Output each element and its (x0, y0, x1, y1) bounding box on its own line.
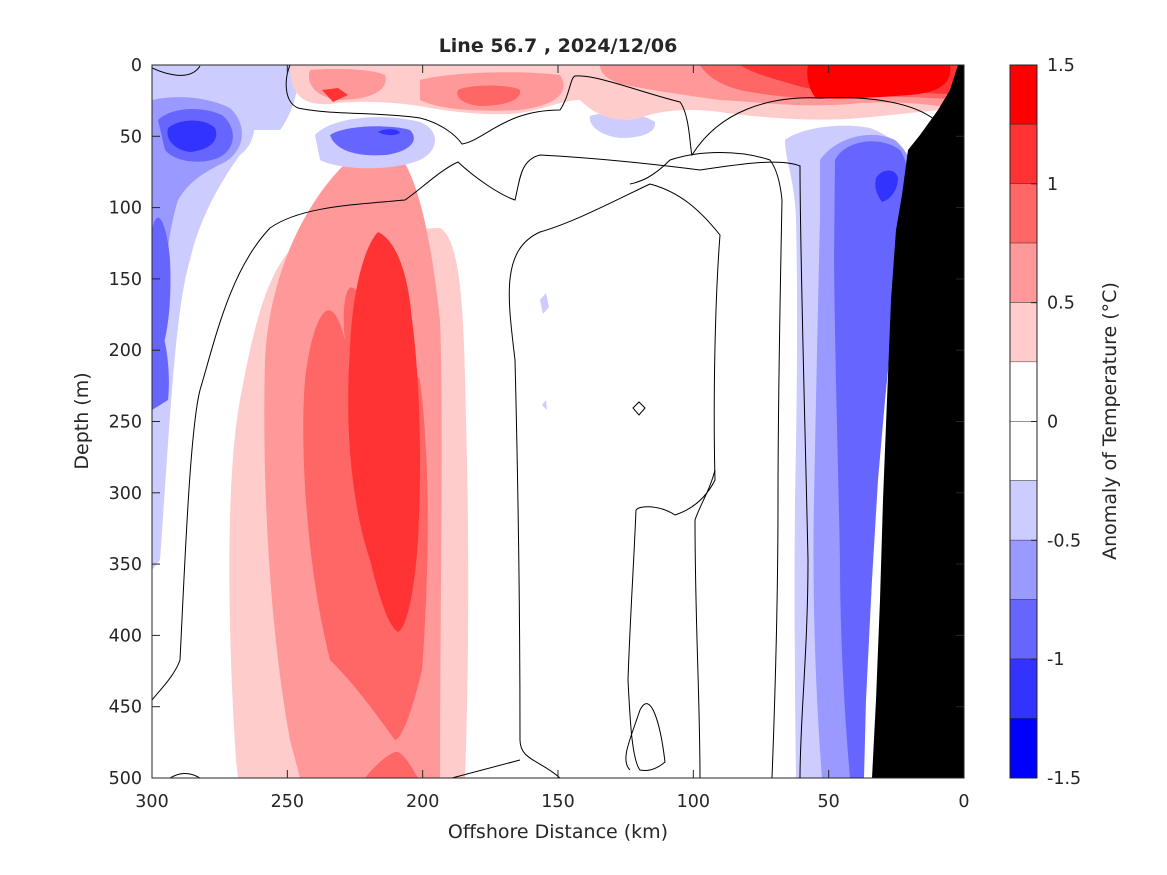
offshore-cold-level-1 (167, 120, 217, 152)
colorbar-tick-label: 1 (1047, 175, 1058, 195)
y-tick-label: 100 (109, 199, 142, 219)
colorbar-swatch (1010, 718, 1037, 778)
offshore-cold-level-05 (152, 97, 242, 400)
colorbar-swatch (1010, 65, 1037, 125)
colorbar-label: Anomaly of Temperature (°C) (1099, 282, 1121, 560)
colorbar-tick-label: 1.5 (1047, 56, 1075, 76)
surface-warm-level-1 (322, 65, 964, 102)
x-tick-label: 0 (958, 792, 969, 812)
x-tick-label: 100 (677, 792, 710, 812)
x-tick-label: 250 (271, 792, 304, 812)
mid-surface-cold-level-1 (378, 129, 400, 136)
x-tick-label: 50 (818, 792, 840, 812)
colorbar-tick-label: -0.5 (1047, 531, 1081, 551)
center-small-cold (540, 293, 549, 410)
plot-area: 300 250 200 150 100 50 0 050100150200250300350… (109, 56, 970, 812)
y-tick-label: 200 (109, 341, 142, 361)
x-tick-label: 300 (135, 792, 168, 812)
warm-core-level-1 (348, 232, 420, 632)
colorbar-swatch (1010, 421, 1037, 481)
x-tick-label: 200 (406, 792, 439, 812)
x-axis: 300 250 200 150 100 50 0 (135, 65, 970, 812)
colorbar-swatch (1010, 480, 1037, 541)
offshore-cold-level-075 (152, 108, 233, 410)
colorbar-swatch (1010, 540, 1037, 600)
colorbar-swatch (1010, 243, 1037, 303)
colorbar-tick-label: -1 (1047, 650, 1064, 670)
y-tick-label: 50 (120, 127, 142, 147)
bottom-warm-patch (365, 751, 418, 778)
y-tick-label: 500 (109, 769, 142, 789)
zero-contours (152, 65, 964, 778)
colorbar-swatch (1010, 659, 1037, 719)
x-tick-label: 150 (541, 792, 574, 812)
colorbar-tick-label: 0.5 (1047, 294, 1075, 314)
colorbar-swatch (1010, 124, 1037, 184)
colorbar-swatch (1010, 362, 1037, 422)
y-tick-label: 150 (109, 270, 142, 290)
y-axis-label: Depth (m) (71, 372, 93, 469)
nearshore-cold-level-125 (875, 170, 898, 202)
y-tick-label: 0 (131, 56, 142, 76)
y-axis: 0 50 100 150 200 250 300 350 400 450 500 (109, 56, 964, 789)
y-tick-label: 250 (109, 413, 142, 433)
y-tick-label: 300 (109, 484, 142, 504)
bathymetry-seafloor (872, 65, 964, 778)
x-axis-label: Offshore Distance (km) (448, 821, 668, 843)
colorbar: 1.5 1 0.5 0 -0.5 -1 -1.5 (1009, 56, 1081, 789)
y-tick-label: 450 (109, 698, 142, 718)
colorbar-tick-label: 0 (1047, 413, 1058, 433)
colorbar-swatch (1010, 302, 1037, 363)
surface-warm-level-125 (807, 65, 951, 99)
colorbar-tick-label: -1.5 (1047, 769, 1081, 789)
chart-title: Line 56.7 , 2024/12/06 (439, 35, 678, 57)
contour-fills (152, 65, 964, 778)
colorbar-swatch (1010, 599, 1037, 660)
center-surface-cold (589, 112, 656, 138)
offshore-cold-level-025 (152, 90, 255, 570)
colorbar-swatch (1010, 183, 1037, 244)
y-tick-label: 400 (109, 626, 142, 646)
nearshore-cold-level-1 (843, 156, 898, 599)
y-tick-label: 350 (109, 555, 142, 575)
